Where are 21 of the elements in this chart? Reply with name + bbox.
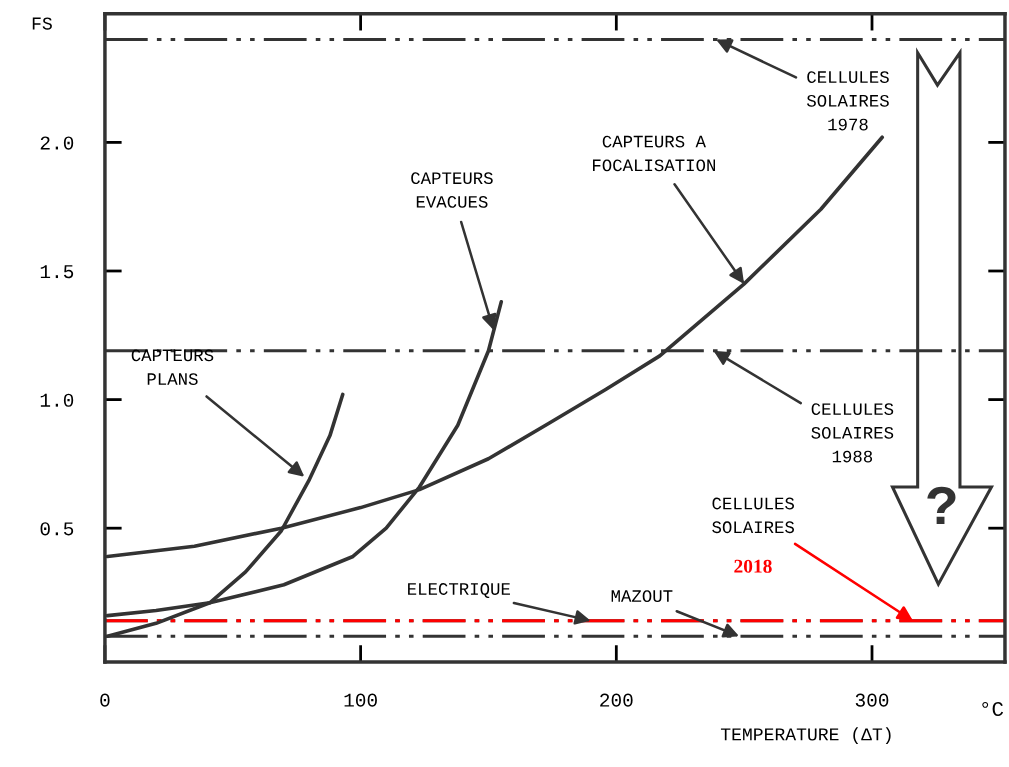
x-tick-label: 100 [344, 693, 377, 707]
annotation: ? [927, 486, 956, 524]
annotation: 2018 [734, 559, 772, 573]
annotation: CAPTEURS A FOCALISATION [593, 135, 715, 172]
y-axis-title: FS [32, 17, 52, 30]
annotation: CAPTEURS EVACUES [411, 172, 493, 208]
annotation: CAPTEURS PLANS [131, 349, 214, 385]
y-tick-label: 0.5 [40, 522, 74, 536]
x-tick-label: 0 [100, 693, 110, 707]
text: °C [982, 701, 1004, 717]
x-tick-label: 200 [600, 693, 633, 707]
y-tick-label: 1.0 [40, 393, 74, 407]
annotation: CELLULES SOLAIRES 1988 [811, 403, 894, 463]
annotation: MAZOUT [611, 590, 673, 602]
x-axis-title: TEMPERATURE (ΔT) [720, 727, 891, 745]
x-tick-label: 300 [855, 693, 889, 707]
y-tick-label: 1.5 [40, 265, 74, 279]
annotation: CELLULES SOLAIRES 1978 [806, 71, 889, 131]
annotation: CELLULES SOLAIRES [712, 497, 795, 534]
annotation: ELECTRIQUE [408, 583, 510, 598]
y-tick-label: 2.0 [40, 136, 74, 150]
